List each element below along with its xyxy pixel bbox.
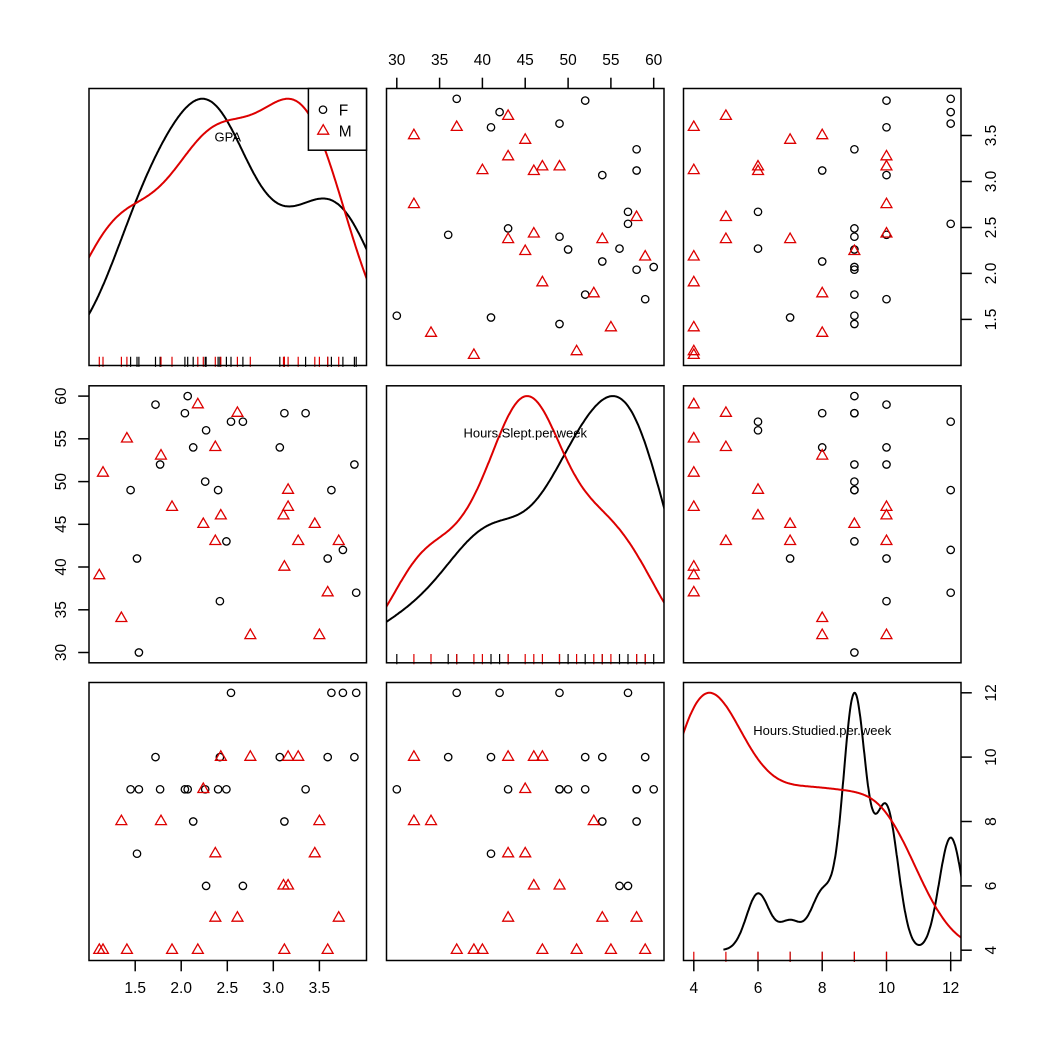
svg-text:3.0: 3.0: [983, 170, 1000, 192]
svg-text:30: 30: [388, 52, 406, 69]
svg-text:3.0: 3.0: [263, 980, 285, 997]
svg-text:60: 60: [53, 387, 70, 405]
svg-text:12: 12: [942, 980, 959, 997]
svg-text:GPA: GPA: [215, 129, 242, 144]
svg-text:2.0: 2.0: [170, 980, 192, 997]
svg-text:12: 12: [983, 684, 1000, 701]
svg-text:35: 35: [53, 601, 70, 618]
svg-text:60: 60: [645, 52, 663, 69]
svg-text:30: 30: [53, 644, 70, 662]
svg-text:50: 50: [53, 473, 70, 491]
svg-text:8: 8: [818, 980, 827, 997]
svg-text:1.5: 1.5: [983, 309, 1000, 331]
svg-text:8: 8: [983, 817, 1000, 826]
svg-text:4: 4: [689, 980, 698, 997]
svg-text:35: 35: [431, 52, 448, 69]
svg-text:M: M: [339, 123, 352, 140]
svg-text:10: 10: [878, 980, 896, 997]
svg-text:10: 10: [983, 748, 1000, 766]
svg-text:2.5: 2.5: [217, 980, 239, 997]
svg-text:45: 45: [517, 52, 534, 69]
svg-text:F: F: [339, 102, 348, 119]
svg-text:3.5: 3.5: [983, 125, 1000, 147]
svg-text:6: 6: [754, 980, 763, 997]
svg-text:45: 45: [53, 516, 70, 533]
svg-text:40: 40: [474, 52, 492, 69]
svg-text:55: 55: [602, 52, 619, 69]
svg-text:Hours.Studied.per.week: Hours.Studied.per.week: [753, 723, 892, 738]
svg-text:6: 6: [983, 882, 1000, 891]
svg-text:2.5: 2.5: [983, 217, 1000, 239]
svg-text:55: 55: [53, 430, 70, 447]
svg-text:Hours.Slept.per.week: Hours.Slept.per.week: [463, 425, 587, 440]
svg-text:4: 4: [983, 946, 1000, 955]
svg-text:3.5: 3.5: [309, 980, 331, 997]
svg-text:2.0: 2.0: [983, 262, 1000, 284]
svg-text:40: 40: [53, 558, 70, 576]
svg-text:1.5: 1.5: [124, 980, 146, 997]
svg-text:50: 50: [559, 52, 577, 69]
